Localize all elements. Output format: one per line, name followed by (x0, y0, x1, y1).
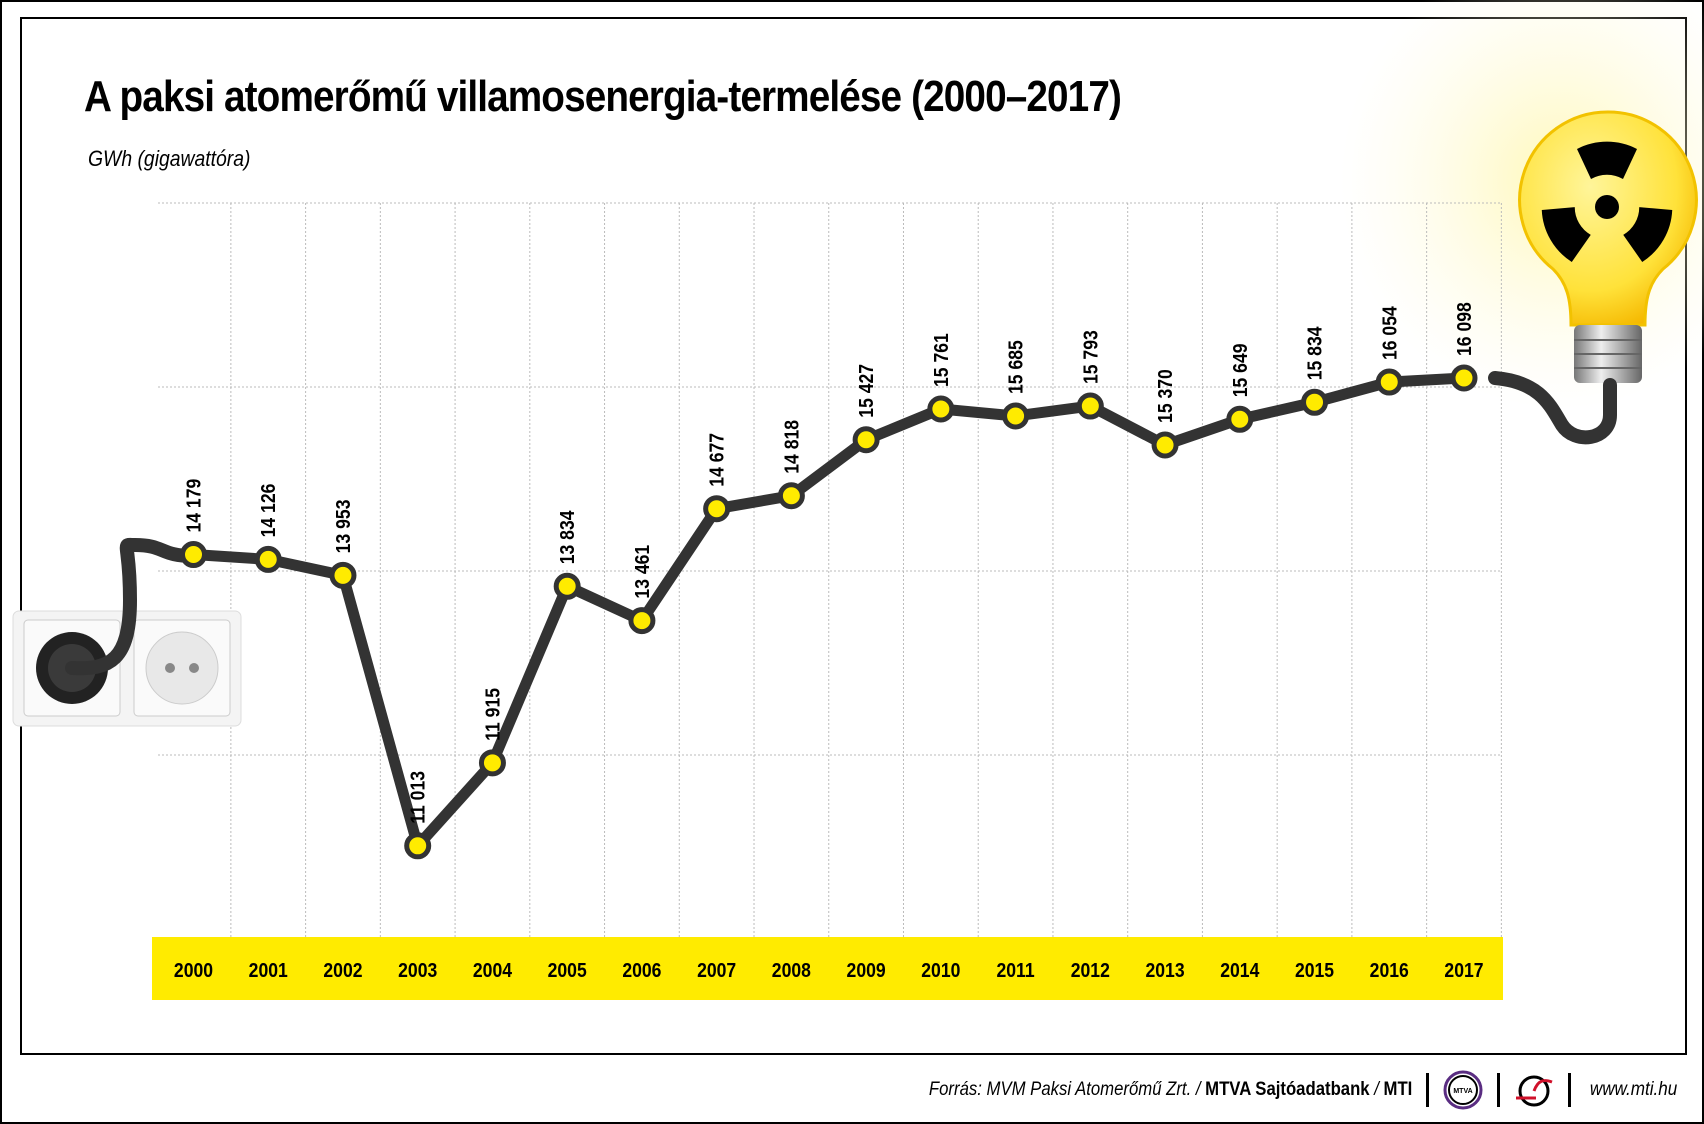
data-label: 11 013 (407, 771, 429, 824)
x-tick-label: 2002 (323, 959, 362, 981)
x-tick-label: 2007 (697, 959, 736, 981)
chart-frame (20, 17, 1687, 1055)
data-point (404, 832, 432, 860)
data-label: 15 834 (1303, 326, 1325, 380)
data-point (1301, 388, 1329, 416)
bulb-cable (1488, 371, 1617, 445)
x-tick-label: 2000 (174, 959, 213, 981)
x-tick-label: 2001 (249, 959, 288, 981)
data-points (180, 364, 1478, 860)
data-label: 15 761 (930, 333, 952, 387)
data-point (1151, 431, 1179, 459)
data-label: 14 126 (257, 484, 279, 538)
data-point (329, 561, 357, 589)
data-label: 11 915 (481, 688, 503, 741)
data-label: 13 953 (332, 500, 354, 554)
data-label: 13 461 (631, 545, 653, 599)
data-point (777, 482, 805, 510)
data-point (1076, 392, 1104, 420)
x-tick-label: 2014 (1220, 959, 1260, 981)
divider (1425, 1073, 1429, 1107)
data-label: 14 179 (182, 479, 204, 533)
radiation-symbol-icon (1535, 141, 1679, 266)
grid (158, 202, 1502, 937)
data-label: 15 685 (1005, 340, 1027, 394)
data-point (1375, 368, 1403, 396)
data-point (628, 607, 656, 635)
x-tick-label: 2008 (772, 959, 811, 981)
x-tick-label: 2009 (847, 959, 886, 981)
footer: Forrás: MVM Paksi Atomerőmű Zrt. / MTVA … (863, 1070, 1682, 1110)
x-tick-label: 2004 (473, 959, 513, 981)
x-tick-label: 2012 (1071, 959, 1110, 981)
divider (1567, 1073, 1571, 1107)
x-tick-label: 2015 (1295, 959, 1334, 981)
x-tick-label: 2013 (1145, 959, 1184, 981)
data-label: 14 677 (706, 433, 728, 487)
data-point (1450, 364, 1478, 392)
data-point (553, 572, 581, 600)
x-tick-label: 2010 (921, 959, 960, 981)
year-band (152, 937, 1503, 1000)
data-point (478, 749, 506, 777)
plug-cable (65, 537, 200, 676)
source-text: Forrás: MVM Paksi Atomerőmű Zrt. / MTVA … (928, 1079, 1412, 1100)
data-label: 16 098 (1453, 302, 1475, 356)
data-label: 14 818 (780, 420, 802, 474)
data-label: 15 427 (855, 364, 877, 418)
data-label: 16 054 (1378, 306, 1400, 360)
divider (1496, 1073, 1500, 1107)
y-unit-label: GWh (gigawattóra) (88, 146, 251, 171)
website-link[interactable]: www.mti.hu (1589, 1079, 1678, 1100)
data-point (703, 495, 731, 523)
chart-title: A paksi atomerőmű villamosenergia-termel… (84, 72, 1122, 121)
data-label: 13 834 (556, 510, 578, 564)
data-point (180, 541, 207, 569)
mtva-logo: MTVA (1443, 1070, 1483, 1110)
data-point (1002, 402, 1030, 430)
x-tick-label: 2006 (622, 959, 661, 981)
x-axis-labels: 2000 2001 2002 2003 2004 2005 2006 2007 2008 2009… (174, 959, 1484, 981)
data-point (254, 545, 282, 573)
data-label: 15 649 (1229, 343, 1251, 397)
x-tick-label: 2016 (1370, 959, 1409, 981)
light-bulb-icon (1518, 110, 1698, 383)
x-tick-label: 2003 (398, 959, 437, 981)
data-label: 15 370 (1154, 369, 1176, 423)
x-tick-label: 2017 (1444, 959, 1483, 981)
data-point (927, 395, 955, 423)
x-tick-label: 2005 (548, 959, 587, 981)
data-point (852, 426, 880, 454)
data-point (1226, 405, 1254, 433)
svg-text:MTVA: MTVA (1453, 1088, 1472, 1095)
power-socket-icon (12, 610, 242, 727)
mti-logo (1515, 1075, 1553, 1107)
x-tick-label: 2011 (997, 959, 1035, 981)
data-label: 15 793 (1079, 330, 1101, 384)
data-labels: 14 179 14 126 13 953 11 013 11 915 13 834 13 4… (182, 302, 1475, 824)
